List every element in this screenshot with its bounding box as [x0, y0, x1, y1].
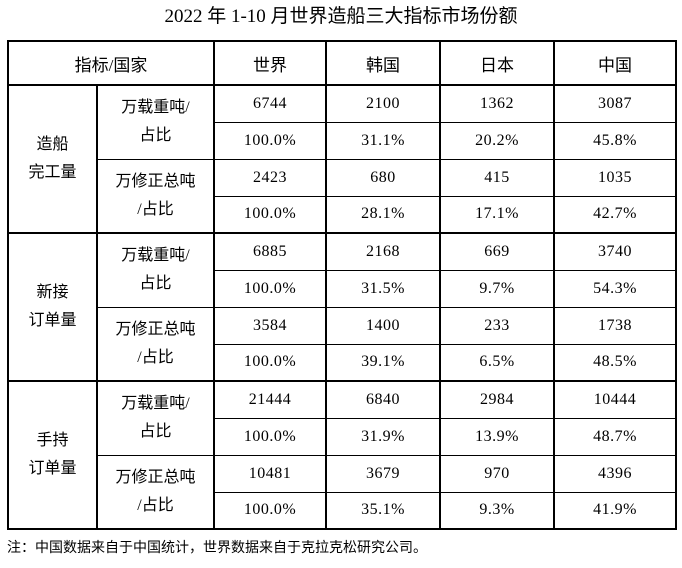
header-row: 指标/国家 世界 韩国 日本 中国: [6, 40, 678, 86]
group-label-new-orders: 新接 订单量: [7, 232, 98, 382]
share-cell: 100.0%: [213, 121, 328, 160]
table-row: 100.0% 28.1% 17.1% 42.7%: [8, 195, 678, 234]
share-cell: 20.2%: [439, 121, 556, 160]
value-cell: 1400: [325, 306, 442, 345]
share-cell: 42.7%: [553, 195, 678, 234]
share-cell: 41.9%: [553, 491, 678, 530]
value-cell: 6885: [213, 232, 328, 271]
table-row: 100.0% 39.1% 6.5% 48.5%: [8, 343, 678, 382]
share-cell: 31.5%: [325, 269, 442, 308]
value-cell: 6840: [325, 380, 442, 419]
metric-label-cgt: 万修正总吨 /占比: [95, 454, 216, 530]
country-header-world: 世界: [213, 40, 328, 86]
group-label-order-book: 手持 订单量: [7, 380, 98, 530]
value-cell: 6744: [213, 84, 328, 123]
metric-label-cgt: 万修正总吨 /占比: [95, 306, 216, 382]
value-cell: 2168: [325, 232, 442, 271]
metric-label-dwt: 万载重吨/ 占比: [95, 380, 216, 456]
value-cell: 3087: [553, 84, 678, 123]
footnote: 注：中国数据来自于中国统计，世界数据来自于克拉克松研究公司。: [7, 541, 427, 556]
table-row: 100.0% 31.5% 9.7% 54.3%: [8, 269, 678, 308]
share-cell: 100.0%: [213, 195, 328, 234]
table-row: 造船 完工量 万载重吨/ 占比 6744 2100 1362 3087: [7, 84, 678, 234]
share-cell: 6.5%: [439, 343, 556, 382]
share-cell: 45.8%: [553, 121, 678, 160]
value-cell: 415: [439, 158, 556, 197]
share-cell: 100.0%: [213, 343, 328, 382]
share-cell: 28.1%: [325, 195, 442, 234]
share-cell: 9.7%: [439, 269, 556, 308]
share-cell: 100.0%: [213, 417, 328, 456]
table-row: 100.0% 31.1% 20.2% 45.8%: [8, 121, 678, 160]
country-header-korea: 韩国: [325, 40, 442, 86]
value-cell: 669: [439, 232, 556, 271]
value-cell: 3740: [553, 232, 678, 271]
value-cell: 2423: [213, 158, 328, 197]
value-cell: 21444: [213, 380, 328, 419]
value-cell: 1035: [553, 158, 678, 197]
table-row: 100.0% 35.1% 9.3% 41.9%: [8, 491, 678, 530]
value-cell: 680: [325, 158, 442, 197]
value-cell: 233: [439, 306, 556, 345]
market-share-table: 指标/国家 世界 韩国 日本 中国 造船 完工量 万载重吨/ 占比 6744 2…: [6, 40, 678, 530]
table-row: 100.0% 31.9% 13.9% 48.7%: [8, 417, 678, 456]
share-cell: 100.0%: [213, 269, 328, 308]
country-header-japan: 日本: [439, 40, 556, 86]
value-cell: 10444: [553, 380, 678, 419]
metric-label-cgt: 万修正总吨 /占比: [95, 158, 216, 234]
share-cell: 17.1%: [439, 195, 556, 234]
share-cell: 48.5%: [553, 343, 678, 382]
value-cell: 1738: [553, 306, 678, 345]
share-cell: 54.3%: [553, 269, 678, 308]
share-cell: 31.9%: [325, 417, 442, 456]
share-cell: 48.7%: [553, 417, 678, 456]
share-cell: 39.1%: [325, 343, 442, 382]
table-title: 2022 年 1-10 月世界造船三大指标市场份额: [164, 6, 518, 27]
value-cell: 970: [439, 454, 556, 493]
value-cell: 2100: [325, 84, 442, 123]
share-cell: 100.0%: [213, 491, 328, 530]
table-row: 万修正总吨 /占比 3584 1400 233 1738: [8, 306, 678, 382]
value-cell: 3584: [213, 306, 328, 345]
country-header-china: 中国: [553, 40, 678, 86]
corner-header-cell: 指标/国家: [6, 40, 216, 86]
value-cell: 2984: [439, 380, 556, 419]
table-row: 万修正总吨 /占比 10481 3679 970 4396: [8, 454, 678, 530]
share-cell: 31.1%: [325, 121, 442, 160]
value-cell: 4396: [553, 454, 678, 493]
value-cell: 3679: [325, 454, 442, 493]
share-cell: 13.9%: [439, 417, 556, 456]
share-cell: 35.1%: [325, 491, 442, 530]
metric-label-dwt: 万载重吨/ 占比: [95, 84, 216, 160]
value-cell: 10481: [213, 454, 328, 493]
share-cell: 9.3%: [439, 491, 556, 530]
table-row: 手持 订单量 万载重吨/ 占比 21444 6840 2984 10444: [7, 380, 678, 530]
table-row: 万修正总吨 /占比 2423 680 415 1035: [8, 158, 678, 234]
group-label-completions: 造船 完工量: [7, 84, 98, 234]
value-cell: 1362: [439, 84, 556, 123]
table-row: 新接 订单量 万载重吨/ 占比 6885 2168 669 3740: [7, 232, 678, 382]
metric-label-dwt: 万载重吨/ 占比: [95, 232, 216, 308]
